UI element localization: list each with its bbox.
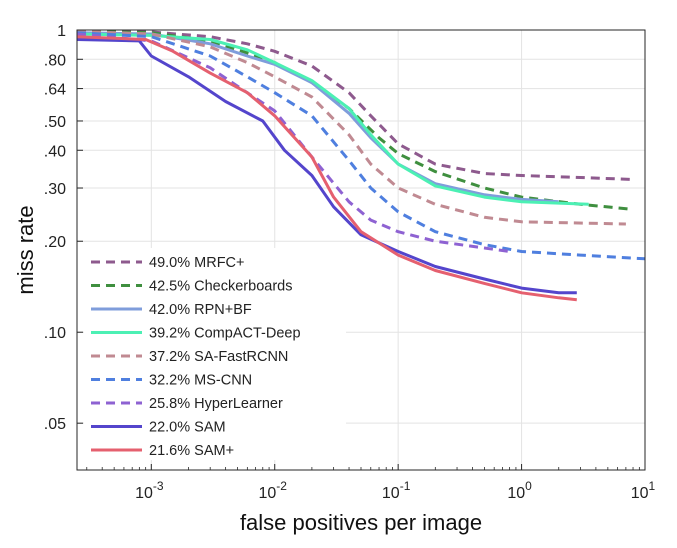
series-line	[77, 38, 577, 295]
y-tick-label: .05	[44, 416, 66, 433]
legend-label: 37.2% SA-FastRCNN	[149, 349, 288, 365]
x-tick-label: 10-2	[258, 479, 287, 502]
x-tick-label: 10-3	[135, 479, 164, 502]
legend-label: 39.2% CompACT-Deep	[149, 326, 301, 342]
x-tick-label: 100	[507, 479, 532, 502]
series-line	[77, 31, 645, 261]
legend-label: 49.0% MRFC+	[149, 255, 245, 271]
series-line	[77, 32, 510, 253]
y-tick-label: .40	[44, 143, 66, 160]
legend: 49.0% MRFC+ 42.5% Checkerboards 42.0% RPN+…	[84, 248, 346, 460]
x-tick-label: 101	[631, 479, 656, 502]
y-axis-ticks: 1 .80 .64 .50 .40 .30 .20 .10 .05	[44, 23, 83, 433]
x-tick-label: 10-1	[382, 479, 411, 502]
series-line	[77, 32, 589, 206]
legend-label: 42.5% Checkerboards	[149, 279, 292, 295]
series-line	[77, 30, 634, 181]
y-tick-label: .20	[44, 234, 66, 251]
legend-label: 25.8% HyperLearner	[149, 396, 283, 412]
legend-label: 22.0% SAM	[149, 420, 226, 436]
x-axis-ticks: 10-3 10-2 10-1 100 101	[86, 464, 656, 502]
y-tick-label: .80	[44, 52, 66, 69]
legend-label: 42.0% RPN+BF	[149, 302, 252, 318]
series-line	[77, 30, 626, 226]
y-tick-label: 1	[57, 23, 66, 40]
y-tick-label: .50	[44, 114, 66, 131]
y-axis-title: miss rate	[13, 205, 38, 294]
series-line	[77, 31, 559, 204]
series-lines	[77, 30, 645, 302]
legend-label: 21.6% SAM+	[149, 443, 234, 459]
series-line	[77, 35, 577, 302]
series-line	[77, 30, 634, 211]
y-tick-label: .30	[44, 181, 66, 198]
legend-box	[84, 248, 346, 460]
y-tick-label: .10	[44, 325, 66, 342]
y-tick-label: .64	[44, 82, 66, 99]
x-axis-title: false positives per image	[240, 510, 482, 535]
legend-label: 32.2% MS-CNN	[149, 373, 252, 389]
